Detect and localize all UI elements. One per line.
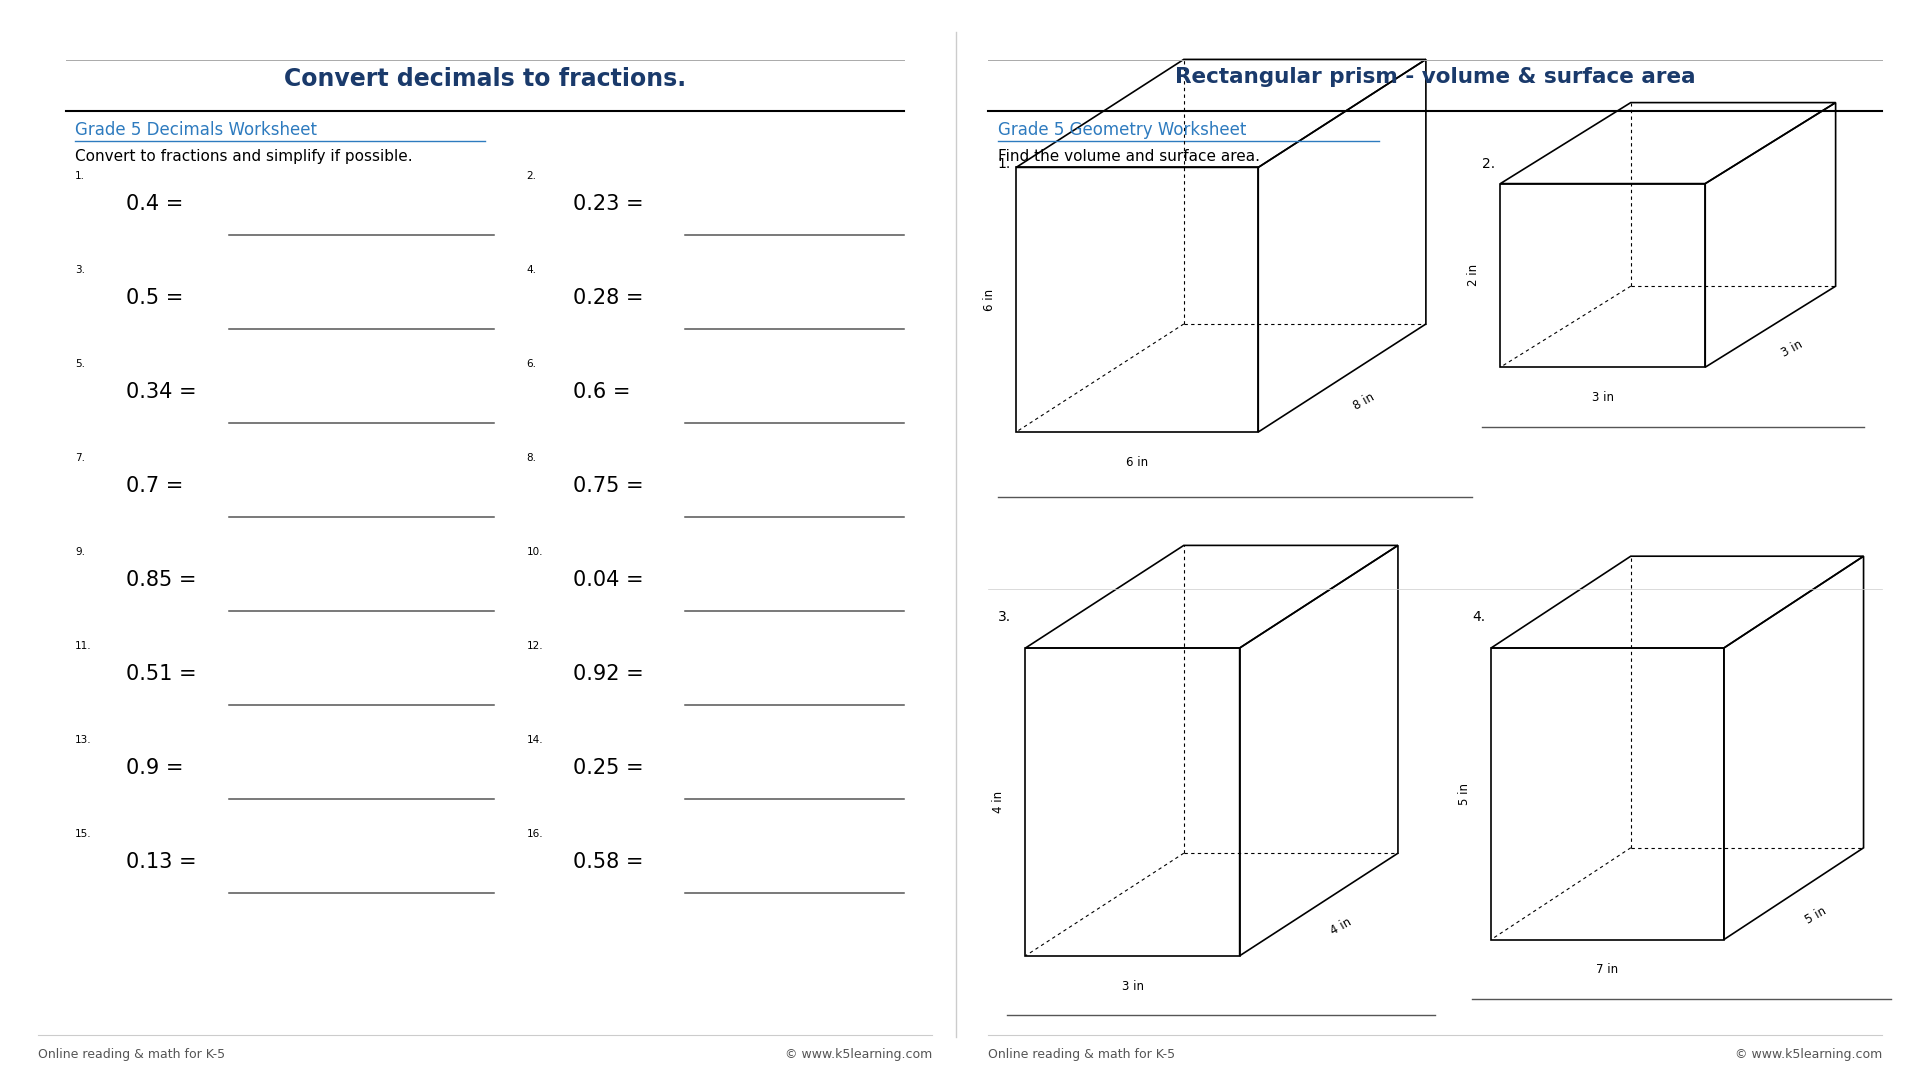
Text: © www.k5learning.com: © www.k5learning.com <box>1736 1048 1882 1061</box>
Text: 2.: 2. <box>1482 157 1496 171</box>
Text: 5.: 5. <box>75 360 84 369</box>
Text: 12.: 12. <box>526 642 543 651</box>
Text: 0.28 =: 0.28 = <box>574 288 643 309</box>
Text: 15.: 15. <box>75 829 92 839</box>
Text: 4.: 4. <box>526 266 538 275</box>
Text: Online reading & math for K-5: Online reading & math for K-5 <box>38 1048 225 1061</box>
Text: 13.: 13. <box>75 735 92 745</box>
Text: Online reading & math for K-5: Online reading & math for K-5 <box>989 1048 1175 1061</box>
Text: 8.: 8. <box>526 454 538 463</box>
Text: 2 in: 2 in <box>1467 265 1480 286</box>
Text: 0.6 =: 0.6 = <box>574 382 632 403</box>
Text: 0.13 =: 0.13 = <box>127 852 198 873</box>
Text: 6 in: 6 in <box>1127 456 1148 469</box>
Text: 8 in: 8 in <box>1352 391 1377 413</box>
Text: 0.51 =: 0.51 = <box>127 664 198 685</box>
Text: Grade 5 Geometry Worksheet: Grade 5 Geometry Worksheet <box>998 121 1246 139</box>
Text: 3 in: 3 in <box>1780 337 1805 360</box>
Text: 6.: 6. <box>526 360 538 369</box>
Text: 3 in: 3 in <box>1121 980 1144 993</box>
Text: 4.: 4. <box>1473 610 1486 624</box>
Text: 9.: 9. <box>75 548 84 557</box>
Text: 0.58 =: 0.58 = <box>574 852 643 873</box>
Text: 10.: 10. <box>526 548 543 557</box>
Text: 4 in: 4 in <box>1329 916 1354 937</box>
Text: 6 in: 6 in <box>983 288 996 311</box>
Text: 7.: 7. <box>75 454 84 463</box>
Text: Find the volume and surface area.: Find the volume and surface area. <box>998 149 1260 164</box>
Text: 3 in: 3 in <box>1592 391 1615 404</box>
Text: 14.: 14. <box>526 735 543 745</box>
Text: 5 in: 5 in <box>1803 905 1828 927</box>
Text: 0.85 =: 0.85 = <box>127 570 196 591</box>
Text: 0.7 =: 0.7 = <box>127 476 184 497</box>
Text: © www.k5learning.com: © www.k5learning.com <box>785 1048 931 1061</box>
Text: 0.92 =: 0.92 = <box>574 664 643 685</box>
Text: Convert decimals to fractions.: Convert decimals to fractions. <box>284 67 685 91</box>
Text: 3.: 3. <box>998 610 1010 624</box>
Text: 0.9 =: 0.9 = <box>127 758 184 779</box>
Text: 3.: 3. <box>75 266 84 275</box>
Text: 0.75 =: 0.75 = <box>574 476 643 497</box>
Text: 0.04 =: 0.04 = <box>574 570 643 591</box>
Text: 7 in: 7 in <box>1596 963 1619 976</box>
Text: 0.5 =: 0.5 = <box>127 288 184 309</box>
Text: 0.4 =: 0.4 = <box>127 194 184 215</box>
Text: 2.: 2. <box>526 172 538 181</box>
Text: Grade 5 Decimals Worksheet: Grade 5 Decimals Worksheet <box>75 121 317 139</box>
Text: Rectangular prism - volume & surface area: Rectangular prism - volume & surface are… <box>1175 67 1695 87</box>
Text: 4 in: 4 in <box>993 791 1004 813</box>
Text: 16.: 16. <box>526 829 543 839</box>
Text: 0.23 =: 0.23 = <box>574 194 643 215</box>
Text: 1.: 1. <box>75 172 84 181</box>
Text: Convert to fractions and simplify if possible.: Convert to fractions and simplify if pos… <box>75 149 413 164</box>
Text: 1.: 1. <box>998 157 1010 171</box>
Text: 11.: 11. <box>75 642 92 651</box>
Text: 0.25 =: 0.25 = <box>574 758 643 779</box>
Text: 0.34 =: 0.34 = <box>127 382 198 403</box>
Text: 5 in: 5 in <box>1457 783 1471 805</box>
